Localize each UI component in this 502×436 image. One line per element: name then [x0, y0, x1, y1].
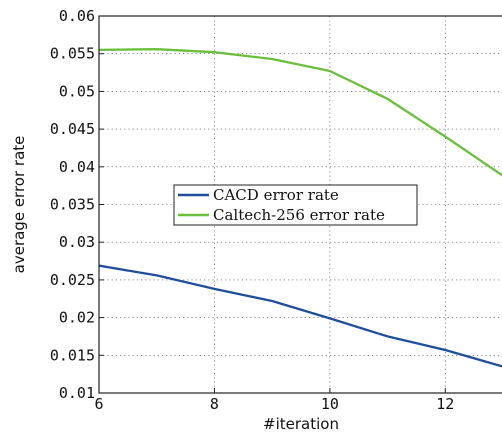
y-tick-label: 0.03 — [59, 233, 95, 251]
y-tick-label: 0.045 — [50, 120, 95, 138]
y-axis-label: average error rate — [10, 136, 28, 274]
series-line-1 — [98, 48, 502, 177]
series-line-0 — [98, 264, 502, 368]
y-tick-label: 0.035 — [50, 196, 95, 214]
x-axis-label: #iteration — [263, 415, 339, 433]
x-tick-label: 8 — [210, 395, 219, 413]
y-tick-label: 0.025 — [50, 271, 95, 289]
y-tick-label: 0.05 — [59, 82, 95, 100]
y-tick-label: 0.06 — [59, 7, 95, 25]
y-ticks: 0.01 0.015 0.02 0.025 0.03 0.035 0.04 0.045 0.05… — [50, 7, 104, 402]
y-tick-label: 0.02 — [59, 309, 95, 327]
x-tick-label: 10 — [321, 395, 339, 413]
legend-label-caltech: Caltech-256 error rate — [213, 206, 385, 224]
x-tick-label: 12 — [436, 395, 454, 413]
series-lines — [98, 48, 502, 368]
legend: CACD error rate Caltech-256 error rate — [173, 184, 418, 226]
x-ticks: 6 8 10 12 — [94, 388, 454, 413]
y-tick-label: 0.015 — [50, 346, 95, 364]
x-tick-label: 6 — [94, 395, 103, 413]
y-tick-label: 0.01 — [59, 384, 95, 402]
legend-box — [173, 184, 418, 226]
y-tick-label: 0.04 — [59, 158, 95, 176]
legend-label-cacd: CACD error rate — [213, 186, 339, 204]
y-tick-label: 0.055 — [50, 45, 95, 63]
